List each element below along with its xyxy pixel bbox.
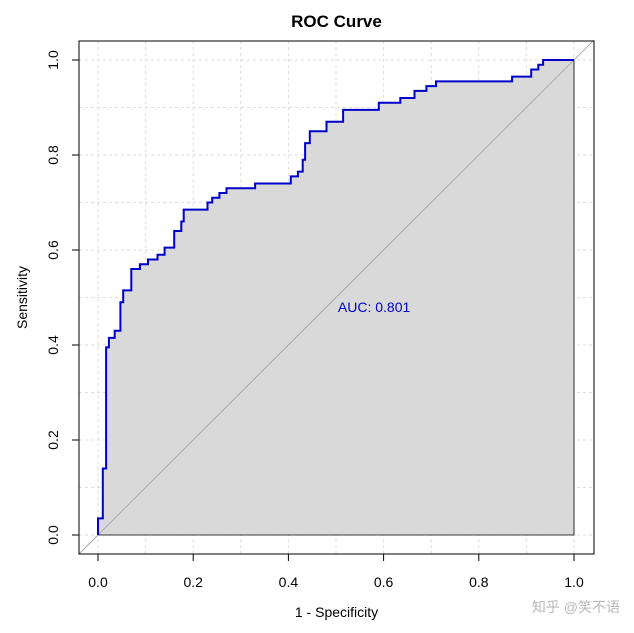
y-axis-label: Sensitivity — [14, 266, 30, 329]
y-tick-label: 0.8 — [45, 145, 61, 165]
x-axis: 0.0 0.2 0.4 0.6 0.8 1.0 — [88, 554, 584, 590]
y-axis: 0.0 0.2 0.4 0.6 0.8 1.0 — [45, 50, 79, 545]
x-tick-label: 0.2 — [183, 574, 203, 590]
diagonal-reference-line — [78, 39, 595, 555]
x-tick-label: 0.0 — [88, 574, 108, 590]
y-tick-label: 1.0 — [45, 50, 61, 70]
watermark: 知乎 @笑不语 — [532, 599, 620, 615]
x-tick-label: 0.4 — [279, 574, 299, 590]
plot-frame — [78, 40, 595, 555]
y-tick-label: 0.4 — [45, 335, 61, 355]
x-tick-label: 1.0 — [564, 574, 584, 590]
y-tick-label: 0.2 — [45, 430, 61, 450]
roc-curve — [97, 59, 574, 535]
y-tick-label: 0.6 — [45, 240, 61, 260]
auc-annotation: AUC: 0.801 — [338, 299, 411, 315]
chart-title: ROC Curve — [291, 12, 382, 31]
x-axis-label: 1 - Specificity — [295, 604, 378, 620]
y-tick-label: 0.0 — [45, 525, 61, 545]
x-tick-label: 0.6 — [374, 574, 394, 590]
x-tick-label: 0.8 — [469, 574, 489, 590]
